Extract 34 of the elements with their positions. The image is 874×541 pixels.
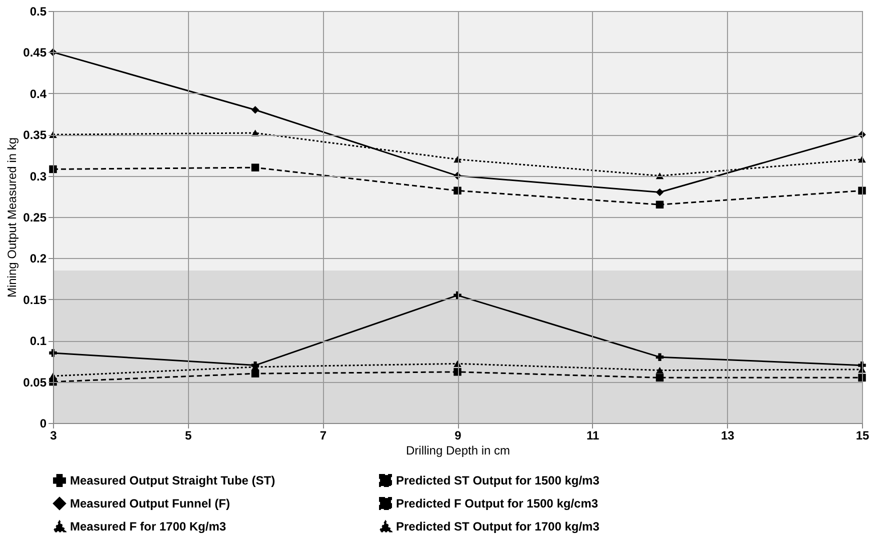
legend-label: Measured Output Funnel (F) bbox=[70, 496, 230, 510]
x-axis-title: Drilling Depth in cm bbox=[406, 444, 510, 458]
x-tick-label: 9 bbox=[454, 428, 462, 442]
y-tick-label: 0.15 bbox=[23, 292, 47, 307]
x-tick-label: 13 bbox=[720, 428, 735, 442]
y-tick-label: 0 bbox=[40, 416, 47, 430]
legend-label: Measured F for 1700 Kg/m3 bbox=[70, 520, 226, 534]
point bbox=[656, 188, 664, 196]
y-tick-label: 0.1 bbox=[30, 334, 47, 348]
legend-label: Predicted ST Output for 1500 kg/m3 bbox=[396, 474, 600, 488]
point bbox=[454, 368, 462, 376]
y-tick-label: 0.4 bbox=[30, 86, 47, 101]
y-tick-label: 0.25 bbox=[23, 210, 47, 224]
legend-label: Predicted F Output for 1500 kg/cm3 bbox=[396, 496, 598, 510]
legend-label: Measured Output Straight Tube (ST) bbox=[70, 474, 276, 488]
x-tick-label: 5 bbox=[184, 428, 192, 442]
y-tick-label: 0.2 bbox=[30, 252, 47, 266]
x-tick-label: 3 bbox=[50, 428, 58, 442]
point bbox=[656, 200, 664, 209]
legend-label: Predicted ST Output for 1700 kg/m3 bbox=[396, 520, 600, 534]
point bbox=[656, 353, 664, 361]
x-tick-label: 7 bbox=[320, 428, 327, 442]
point bbox=[251, 106, 260, 114]
y-tick-label: 0.3 bbox=[30, 169, 47, 184]
point bbox=[251, 164, 260, 172]
y-tick-label: 0.05 bbox=[23, 375, 47, 390]
y-tick-label: 0.35 bbox=[23, 128, 47, 142]
point bbox=[656, 366, 664, 374]
y-tick-label: 0.5 bbox=[30, 4, 47, 18]
x-tick-label: 15 bbox=[856, 428, 870, 442]
point bbox=[656, 374, 664, 382]
x-tick-label: 11 bbox=[586, 428, 600, 442]
y-axis-title: Mining Output Measured in kg bbox=[5, 137, 20, 298]
y-tick-label: 0.45 bbox=[23, 46, 47, 60]
